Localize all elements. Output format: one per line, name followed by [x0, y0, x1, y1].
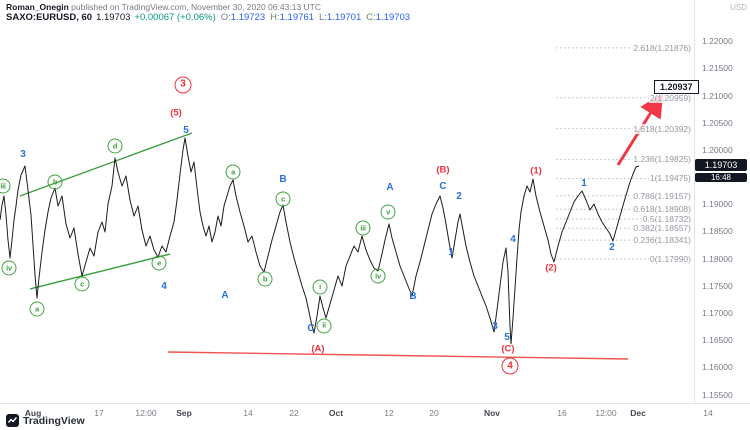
ohlc-item: C:1.19703	[366, 12, 411, 23]
time-tick: 12	[384, 408, 394, 418]
time-tick: Dec	[630, 408, 646, 418]
time-tick: 20	[429, 408, 439, 418]
last-price-text: 1.19703	[96, 12, 131, 23]
price-tick: 1.19000	[702, 199, 733, 210]
time-tick: 17	[94, 408, 104, 418]
ohlc-item: H:1.19761	[270, 12, 314, 23]
last-price-badge: 1.19703	[695, 159, 747, 172]
price-change-text: +0.00067 (+0.06%)	[134, 12, 216, 23]
time-tick: Sep	[176, 408, 192, 418]
price-tick: 1.16500	[702, 335, 733, 346]
author-link[interactable]: Roman_Onegin	[6, 2, 69, 12]
price-tick: 1.18500	[702, 226, 733, 237]
projection-arrow	[616, 92, 664, 166]
time-tick: 22	[289, 408, 299, 418]
axis-currency-label: USD	[730, 3, 747, 12]
symbol-header: SAXO:EURUSD, 60 1.19703 +0.00067 (+0.06%) O…	[6, 12, 410, 23]
tradingview-logo-icon	[6, 414, 19, 427]
time-tick: 16	[557, 408, 567, 418]
time-axis[interactable]: Aug 17 12:00 Sep 14 22 Oct 12 20 Nov 16 12:00 Dec 14	[0, 403, 750, 430]
price-tick: 1.21500	[702, 63, 733, 74]
time-tick: 14	[243, 408, 253, 418]
red-trendline	[167, 351, 629, 360]
price-tick: 1.16000	[702, 362, 733, 373]
price-tick: 1.15500	[702, 389, 733, 400]
time-tick: 12:00	[135, 408, 157, 418]
publish-info: Roman_Onegin published on TradingView.co…	[6, 2, 321, 12]
time-tick: Aug	[24, 408, 42, 418]
price-tick: 1.20000	[702, 144, 733, 155]
price-tick: 1.22000	[702, 36, 733, 47]
price-tick: 1.21000	[702, 90, 733, 101]
green-trendline	[29, 253, 171, 290]
ohlc-item: L:1.19701	[318, 12, 362, 23]
price-axis[interactable]: USD 1.22000 1.21500 1.21000 1.20500 1.20000 1…	[694, 0, 750, 403]
price-tick: 1.17000	[702, 308, 733, 318]
time-tick: 12:00	[595, 408, 617, 418]
ohlc-item: O:1.19723	[220, 12, 266, 23]
time-tick: 14	[703, 408, 713, 418]
price-target-box: 1.20937	[654, 79, 699, 94]
price-line-path	[0, 137, 640, 345]
symbol-link[interactable]: SAXO:EURUSD, 60	[6, 12, 93, 23]
tradingview-footer[interactable]: TradingView	[6, 414, 85, 427]
time-tick: Oct	[328, 408, 344, 418]
green-trendline	[19, 132, 193, 197]
ohlc-values: O:1.19723 H:1.19761 L:1.19701 C:1.19703	[216, 12, 410, 23]
time-tick: Nov	[483, 408, 501, 418]
price-tick: 1.18000	[702, 253, 733, 264]
price-tick: 1.17500	[702, 280, 733, 291]
bar-countdown-badge: 16:48	[695, 173, 747, 183]
tradingview-wordmark: TradingView	[23, 414, 85, 427]
price-tick: 1.20500	[702, 117, 733, 128]
published-text: published on TradingView.com, November 3…	[68, 2, 321, 12]
